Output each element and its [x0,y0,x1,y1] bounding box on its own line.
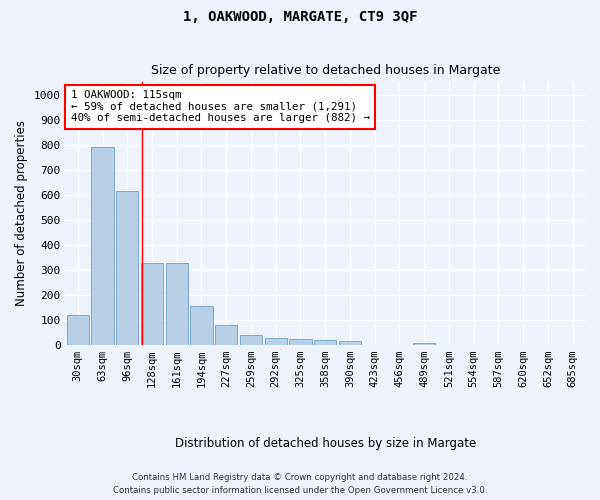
Bar [240,334,262,344]
X-axis label: Distribution of detached houses by size in Margate: Distribution of detached houses by size … [175,437,476,450]
Bar [289,339,311,344]
Title: Size of property relative to detached houses in Margate: Size of property relative to detached ho… [151,64,500,77]
Bar [215,324,238,344]
Bar [91,148,113,344]
Bar [166,264,188,344]
Bar [190,306,212,344]
Bar [67,314,89,344]
Text: 1, OAKWOOD, MARGATE, CT9 3QF: 1, OAKWOOD, MARGATE, CT9 3QF [183,10,417,24]
Text: 1 OAKWOOD: 115sqm
← 59% of detached houses are smaller (1,291)
40% of semi-detac: 1 OAKWOOD: 115sqm ← 59% of detached hous… [71,90,370,124]
Y-axis label: Number of detached properties: Number of detached properties [15,120,28,306]
Bar [141,262,163,344]
Bar [413,342,436,344]
Bar [339,342,361,344]
Text: Contains HM Land Registry data © Crown copyright and database right 2024.
Contai: Contains HM Land Registry data © Crown c… [113,474,487,495]
Bar [314,340,337,344]
Bar [265,338,287,344]
Bar [116,191,139,344]
